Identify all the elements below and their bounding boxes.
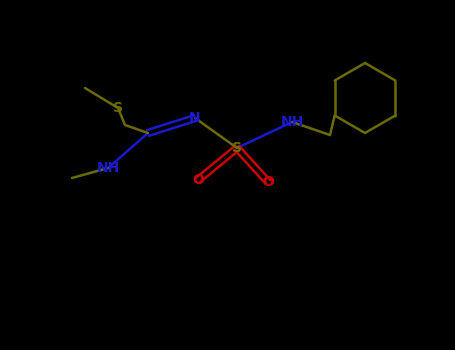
Text: O: O: [262, 175, 274, 189]
Text: S: S: [232, 141, 242, 155]
Text: NH: NH: [280, 115, 303, 129]
Text: NH: NH: [96, 161, 120, 175]
Text: O: O: [192, 173, 204, 187]
Text: N: N: [189, 111, 201, 125]
Text: S: S: [113, 101, 123, 115]
